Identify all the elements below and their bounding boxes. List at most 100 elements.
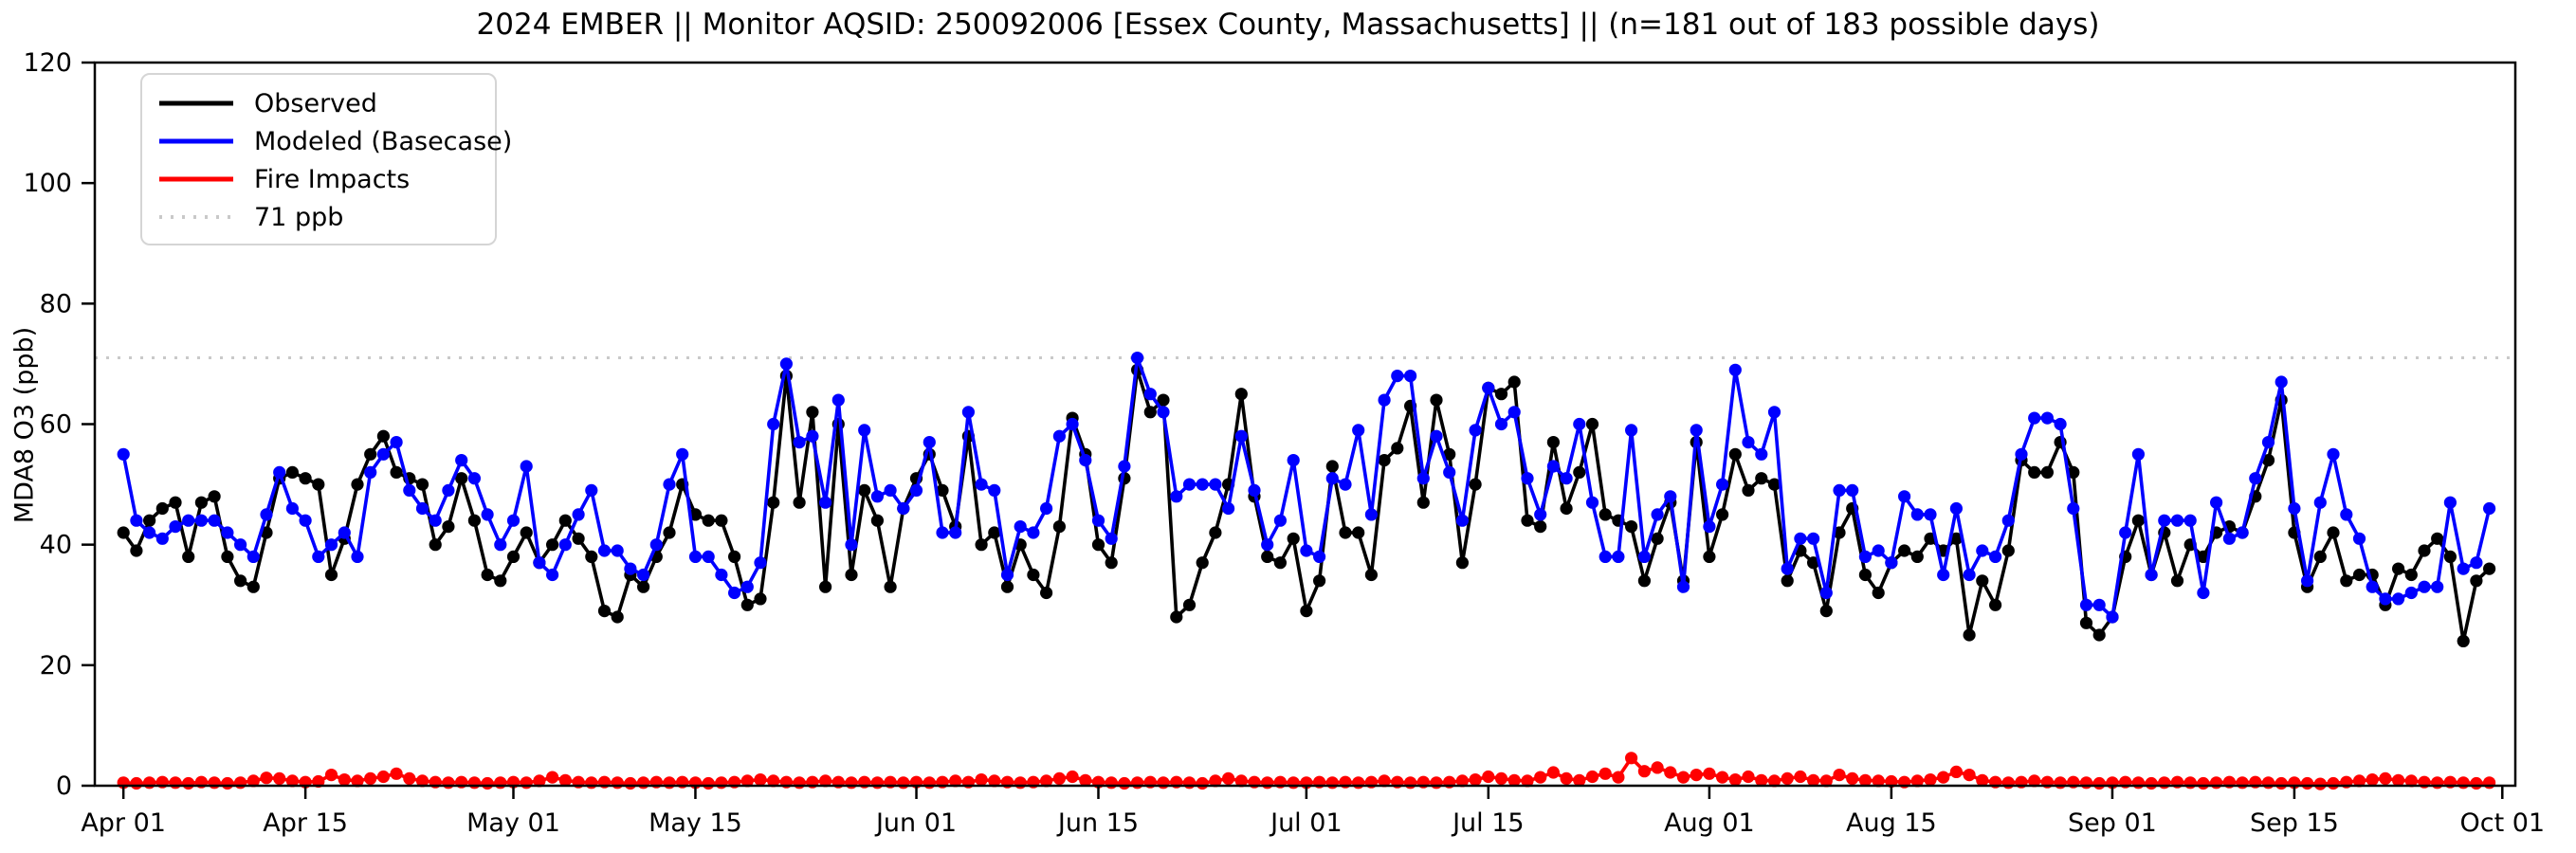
data-point [546, 538, 559, 552]
data-point [376, 429, 390, 443]
data-point [2313, 777, 2327, 790]
data-point [572, 532, 585, 545]
data-point [1209, 774, 1222, 788]
data-point [1690, 424, 1703, 437]
data-point [870, 490, 885, 503]
data-point [2431, 580, 2444, 593]
data-point [702, 550, 715, 564]
data-point [403, 771, 416, 786]
data-point [884, 580, 897, 593]
data-point [117, 447, 130, 461]
data-point [1637, 574, 1651, 588]
data-point [2028, 465, 2041, 479]
data-point [1521, 472, 1534, 485]
data-point [1924, 508, 1937, 521]
data-point [221, 526, 234, 539]
data-point [324, 568, 338, 582]
data-point [1949, 765, 1963, 779]
data-point [2457, 634, 2470, 648]
data-point [1612, 771, 1625, 784]
data-point [961, 406, 975, 419]
data-point [897, 776, 910, 789]
data-point [247, 550, 260, 564]
data-point [2404, 774, 2418, 788]
observed-line [121, 368, 2492, 644]
y-tick-label: 40 [40, 531, 72, 560]
data-point [1573, 417, 1586, 431]
data-point [2131, 514, 2145, 527]
data-point [143, 526, 156, 539]
y-tick-label: 20 [40, 651, 72, 681]
data-point [740, 598, 754, 611]
data-point [1352, 776, 1365, 789]
data-point [611, 776, 624, 789]
data-point [975, 538, 988, 552]
data-point [1261, 538, 1274, 552]
data-point [2366, 773, 2379, 787]
data-point [182, 550, 195, 564]
data-point [1352, 424, 1365, 437]
data-point [1170, 610, 1183, 624]
data-point [2443, 496, 2457, 509]
y-tick-label: 0 [56, 771, 72, 801]
data-point [2170, 514, 2184, 527]
data-point [1910, 508, 1924, 521]
legend-label-fire: Fire Impacts [254, 164, 411, 194]
data-point [403, 483, 416, 497]
modeled-line-swatch [159, 138, 233, 144]
data-point [767, 496, 780, 509]
data-point [2457, 562, 2470, 575]
data-point [1040, 586, 1053, 600]
data-point [1807, 773, 1820, 787]
data-point [1248, 483, 1261, 497]
data-point [546, 568, 559, 582]
data-point [1885, 556, 1898, 570]
data-point [676, 447, 689, 461]
data-point [1234, 774, 1248, 788]
data-point [1573, 465, 1586, 479]
data-point [715, 514, 728, 527]
data-point [1339, 478, 1352, 491]
data-point [1091, 514, 1105, 527]
data-point [1105, 776, 1118, 789]
data-point [1716, 478, 1729, 491]
data-point [2301, 776, 2314, 790]
data-point [194, 514, 208, 527]
data-point [1234, 388, 1248, 401]
data-point [1846, 483, 1859, 497]
data-point [1728, 447, 1742, 461]
data-point [1755, 773, 1768, 787]
x-tick-label: Jul 15 [1451, 808, 1525, 838]
x-tick-label: Jul 01 [1269, 808, 1343, 838]
legend-label-modeled: Modeled (Basecase) [254, 126, 513, 156]
data-point [169, 776, 182, 789]
data-point [1585, 770, 1599, 784]
data-point [1716, 508, 1729, 521]
data-point [221, 776, 234, 790]
data-point [1573, 773, 1586, 787]
data-point [1833, 526, 1846, 539]
data-point [2170, 574, 2184, 588]
data-point [1430, 393, 1443, 407]
data-point [1287, 532, 1300, 545]
data-point [988, 526, 1001, 539]
data-point [2079, 616, 2093, 629]
data-point [1157, 393, 1170, 407]
data-point [2131, 447, 2145, 461]
data-point [467, 776, 481, 789]
data-point [1118, 460, 1131, 473]
data-point [2483, 776, 2496, 789]
data-point [1585, 417, 1599, 431]
y-tick-label: 100 [23, 169, 72, 198]
data-point [1196, 556, 1209, 570]
data-point [1391, 370, 1404, 383]
data-point [130, 544, 143, 557]
data-point [2092, 628, 2106, 642]
data-point [260, 508, 273, 521]
data-point [1052, 429, 1066, 443]
data-point [1209, 478, 1222, 491]
data-point [597, 544, 612, 557]
data-point [1040, 774, 1053, 788]
data-point [2301, 574, 2314, 588]
data-point [234, 776, 247, 789]
